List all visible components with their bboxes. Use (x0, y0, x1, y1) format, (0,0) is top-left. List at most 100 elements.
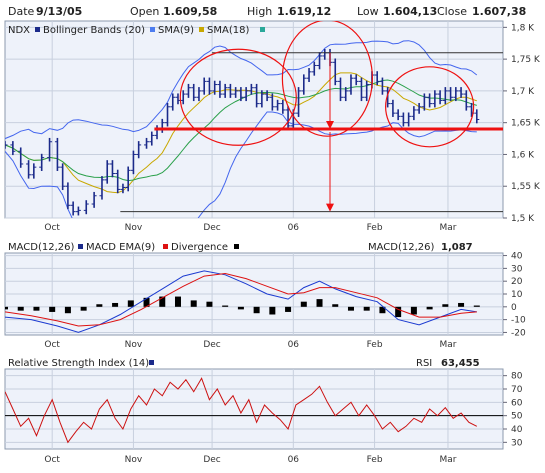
histogram-bar (33, 306, 40, 311)
rsi-series-line (5, 377, 478, 444)
x-tick-label: 06 (288, 340, 300, 350)
histogram-bar (332, 304, 339, 307)
macd-panel: -20 -10 0 10 20 30 40 Oct Nov Dec 06 Feb Mar MACD(1… (4, 242, 526, 350)
histogram-bar (222, 305, 229, 307)
low-value: 1.604,13 (383, 5, 437, 18)
y-tick-label: 80 (511, 372, 523, 382)
price-legend: NDX Bollinger Bands (20) SMA(9) SMA(18) (8, 25, 265, 36)
histogram-bar (426, 306, 433, 310)
histogram-bar (316, 299, 323, 307)
y-tick-label: 10 (511, 290, 523, 300)
macd-signal-line (5, 272, 477, 327)
legend-sma18-swatch (260, 27, 265, 32)
x-tick-label: Nov (125, 455, 143, 465)
rsi-y-axis: 30 40 50 60 70 80 (503, 372, 523, 448)
close-value: 1.607,38 (472, 5, 526, 18)
histogram-bar (269, 306, 276, 315)
macd-x-axis: Oct Nov Dec 06 Feb Mar (44, 340, 456, 350)
legend-macd-ema: MACD EMA(9) (86, 242, 155, 253)
rsi-plot-area (4, 368, 504, 450)
date-value: 9/13/05 (36, 5, 82, 18)
histogram-bar (190, 300, 197, 307)
measured-move-arrowhead (326, 121, 335, 130)
legend-sma9-swatch (150, 27, 155, 32)
macd-legend: MACD(12,26) MACD EMA(9) Divergence MACD(… (8, 242, 473, 253)
ohlc-header: Date 9/13/05 Open 1.609,58 High 1.619,12… (8, 5, 526, 18)
legend-sma9: SMA(9) (158, 25, 194, 36)
legend-sma18-marker (199, 27, 204, 32)
histogram-bar (347, 306, 354, 311)
rsi-legend: Relative Strength Index (14) RSI 63,455 (8, 358, 480, 369)
histogram-bar (300, 301, 307, 307)
legend-rsi: Relative Strength Index (14) (8, 358, 149, 369)
histogram-bar (473, 305, 480, 307)
legend-macd-swatch (78, 244, 83, 249)
histogram-bar (80, 306, 87, 311)
price-bars (5, 48, 480, 216)
price-gridlines (5, 21, 503, 219)
histogram-bar (237, 306, 244, 310)
histogram-bar (206, 301, 213, 307)
moving-averages (5, 72, 477, 194)
date-label: Date (8, 5, 35, 18)
bollinger-upper-band (5, 40, 478, 140)
macd-line (5, 270, 477, 333)
open-label: Open (130, 5, 159, 18)
head-ellipse (281, 21, 373, 137)
y-tick-label: 1,8 K (511, 23, 535, 33)
histogram-bar (285, 306, 292, 312)
histogram-bar (127, 300, 134, 307)
x-tick-label: Feb (367, 340, 383, 350)
histogram-bar (17, 306, 24, 311)
y-tick-label: 1,65 K (511, 119, 541, 129)
x-tick-label: Feb (367, 455, 383, 465)
rsi-x-axis: Oct Nov Dec 06 Feb Mar (44, 455, 456, 465)
y-tick-label: 30 (511, 264, 523, 274)
right-shoulder-ellipse (385, 66, 475, 148)
x-tick-label: Dec (203, 340, 220, 350)
histogram-bar (5, 306, 8, 310)
legend-ndx: NDX (8, 25, 30, 36)
open-value: 1.609,58 (163, 5, 217, 18)
legend-histogram-swatch (234, 244, 239, 249)
histogram-bar (159, 296, 166, 307)
macd-divergence-histogram (5, 296, 480, 318)
y-tick-label: 0 (511, 303, 517, 313)
x-tick-label: 06 (288, 223, 300, 233)
y-tick-label: 1,55 K (511, 182, 541, 192)
legend-macd: MACD(12,26) (8, 242, 75, 253)
legend-bollinger: Bollinger Bands (20) (43, 25, 145, 36)
close-label: Close (437, 5, 467, 18)
histogram-bar (64, 306, 71, 314)
annotations (120, 21, 503, 213)
x-tick-label: Oct (44, 455, 60, 465)
y-tick-label: 40 (511, 425, 523, 435)
price-plot-area (4, 20, 504, 219)
histogram-bar (410, 306, 417, 315)
y-tick-label: 1,5 K (511, 214, 535, 224)
x-tick-label: Dec (203, 455, 220, 465)
x-tick-label: Oct (44, 340, 60, 350)
x-tick-label: Mar (439, 223, 456, 233)
x-tick-label: Mar (439, 455, 456, 465)
price-y-axis: 1,5 K 1,55 K 1,6 K 1,65 K 1,7 K 1,75 K 1,8 K (503, 23, 541, 224)
histogram-bar (458, 302, 465, 307)
rsi-panel: 30 40 50 60 70 80 Oct Nov Dec 06 Feb Mar Relative … (4, 358, 523, 465)
price-panel: 1,5 K 1,55 K 1,6 K 1,65 K 1,7 K 1,75 K 1,8 K O… (4, 5, 541, 233)
histogram-bar (395, 306, 402, 318)
x-tick-label: Feb (367, 223, 383, 233)
y-tick-label: 1,75 K (511, 55, 541, 65)
sma18-line (5, 79, 477, 182)
legend-bollinger-swatch (35, 27, 40, 32)
histogram-bar (174, 296, 181, 307)
macd-lines (5, 270, 477, 333)
histogram-bar (379, 306, 386, 314)
x-tick-label: Mar (439, 340, 456, 350)
y-tick-label: 1,7 K (511, 87, 535, 97)
macd-y-axis: -20 -10 0 10 20 30 40 (503, 252, 526, 338)
high-value: 1.619,12 (277, 5, 331, 18)
histogram-bar (442, 304, 449, 307)
y-tick-label: -10 (511, 316, 526, 326)
y-tick-label: 20 (511, 277, 523, 287)
